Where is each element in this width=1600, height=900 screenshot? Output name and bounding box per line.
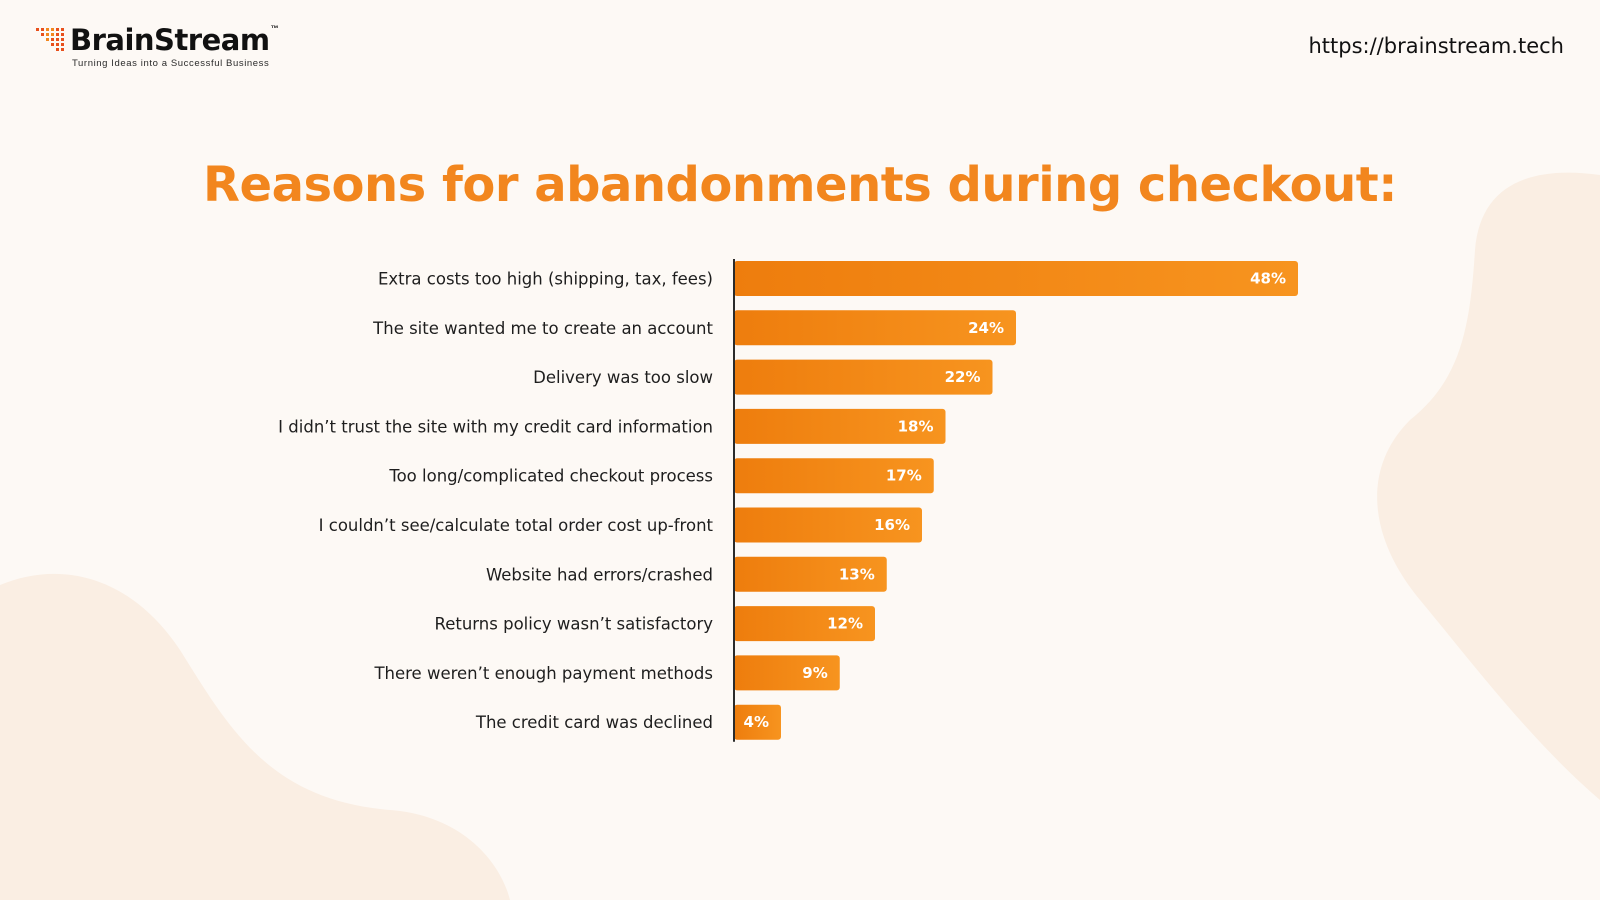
- bar-value-label: 48%: [1250, 270, 1286, 288]
- bar-value-label: 12%: [827, 615, 863, 633]
- bar-value-label: 18%: [898, 417, 934, 435]
- bar-value-label: 22%: [945, 368, 981, 386]
- bar-value-label: 9%: [802, 664, 827, 682]
- left-blob-shape: [0, 573, 510, 900]
- bar-value-label: 24%: [968, 319, 1004, 337]
- category-label: Returns policy wasn’t satisfactory: [435, 615, 714, 634]
- bar-6: [734, 507, 922, 543]
- bar-1: [734, 261, 1298, 296]
- bar-value-label: 4%: [744, 713, 769, 731]
- site-url-link[interactable]: https://brainstream.tech: [1308, 34, 1564, 58]
- category-label: Delivery was too slow: [533, 368, 713, 387]
- brainstream-mark-icon: [36, 28, 64, 51]
- logo-row: BrainStream ™: [36, 22, 279, 58]
- brand-tagline: Turning Ideas into a Successful Business: [72, 58, 270, 69]
- bar-7: [734, 556, 887, 592]
- category-label: I didn’t trust the site with my credit c…: [278, 417, 713, 436]
- bar-2: [734, 310, 1016, 346]
- bar-3: [734, 359, 993, 395]
- category-label: The credit card was declined: [475, 713, 713, 732]
- bar-9: [734, 655, 840, 691]
- bar-5: [734, 458, 934, 494]
- chart-title: Reasons for abandonments during checkout…: [203, 157, 1397, 213]
- bar-group: 48% Extra costs too high (shipping, tax, …: [278, 261, 1298, 740]
- bar-value-label: 13%: [839, 565, 875, 583]
- header: BrainStream ™ Turning Ideas into a Succe…: [36, 22, 1564, 82]
- category-label: Website had errors/crashed: [486, 565, 713, 584]
- category-label: The site wanted me to create an account: [372, 319, 713, 338]
- category-label: There weren’t enough payment methods: [373, 664, 713, 683]
- brand-trademark: ™: [270, 24, 279, 33]
- bar-4: [734, 408, 946, 444]
- bar-value-label: 16%: [874, 516, 910, 534]
- bar-10: [734, 704, 781, 740]
- right-blob-shape: [1377, 172, 1600, 800]
- category-label: I couldn’t see/calculate total order cos…: [319, 516, 714, 535]
- category-label: Extra costs too high (shipping, tax, fee…: [378, 270, 713, 289]
- brand-name: BrainStream: [70, 23, 270, 57]
- category-label: Too long/complicated checkout process: [388, 467, 713, 486]
- bar-value-label: 17%: [886, 467, 922, 485]
- bar-8: [734, 606, 875, 642]
- brand-logo[interactable]: BrainStream ™ Turning Ideas into a Succe…: [36, 22, 279, 69]
